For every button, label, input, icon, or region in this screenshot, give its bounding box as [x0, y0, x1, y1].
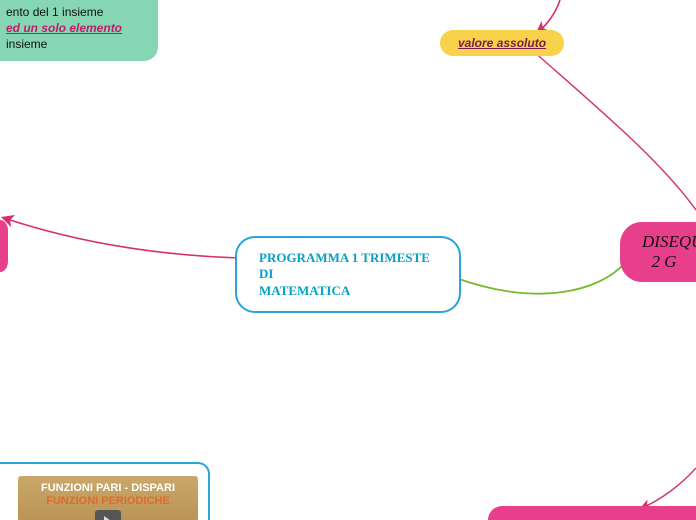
node-bottom-cut[interactable] [488, 506, 696, 520]
video-title-line1: FUNZIONI PARI - DISPARI [22, 482, 194, 495]
edge-central-disequ [456, 264, 624, 294]
edge-top-valabs [538, 0, 560, 32]
node-label: valore assoluto [458, 36, 546, 50]
disequ-line1: DISEQU [642, 232, 686, 252]
play-icon[interactable] [95, 510, 121, 520]
edge-central-left [4, 218, 240, 258]
central-line2: MATEMATICA [259, 283, 437, 299]
central-line1: PROGRAMMA 1 TRIMESTE DI [259, 250, 437, 283]
node-definition-fragment[interactable]: ento del 1 insieme ed un solo elemento i… [0, 0, 158, 61]
node-left-cut[interactable] [0, 220, 8, 272]
edge-bottomright [642, 468, 696, 508]
text-line-em: ed un solo elemento [6, 20, 148, 36]
video-thumbnail: FUNZIONI PARI - DISPARI FUNZIONI PERIODI… [18, 476, 198, 520]
edge-valabs-right [532, 50, 696, 210]
node-video-card[interactable]: FUNZIONI PARI - DISPARI FUNZIONI PERIODI… [0, 462, 210, 520]
node-disequazioni[interactable]: DISEQU 2 G [620, 222, 696, 282]
text-line: insieme [6, 36, 148, 52]
node-central-program[interactable]: PROGRAMMA 1 TRIMESTE DI MATEMATICA [235, 236, 461, 313]
disequ-line2: 2 G [642, 252, 686, 272]
video-title-line2: FUNZIONI PERIODICHE [22, 495, 194, 508]
node-valore-assoluto[interactable]: valore assoluto [440, 30, 564, 56]
text-line: ento del 1 insieme [6, 4, 148, 20]
